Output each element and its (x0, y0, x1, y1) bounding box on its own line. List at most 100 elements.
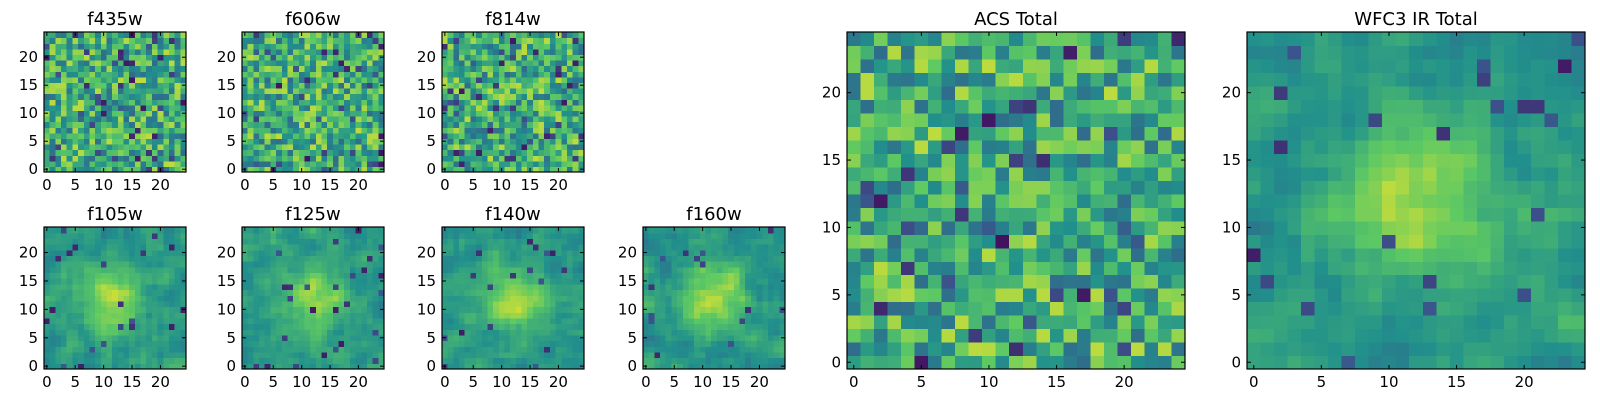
heatmap-cell (129, 37, 136, 44)
heatmap-cell (310, 289, 317, 296)
heatmap-cell (538, 323, 545, 330)
heatmap-cell (55, 351, 62, 359)
heatmap-cell (117, 121, 125, 128)
heatmap-cell (78, 232, 85, 239)
heatmap-cell (1090, 261, 1105, 276)
heatmap-cell (532, 317, 540, 325)
heatmap-cell (510, 278, 517, 285)
heatmap-cell (264, 138, 271, 145)
heatmap-cell (298, 283, 306, 291)
heatmap-cell (157, 82, 164, 89)
heatmap-cell (315, 261, 323, 268)
heatmap-cell (259, 43, 266, 50)
heatmap-cell (247, 155, 254, 162)
heatmap-cell (44, 266, 51, 274)
heatmap-cell (544, 351, 551, 359)
heatmap-cell (442, 351, 449, 359)
heatmap-cell (459, 340, 466, 347)
heatmap-cell (694, 323, 701, 330)
heatmap-cell (61, 76, 68, 83)
heatmap-cell (293, 99, 300, 106)
heatmap-cell (315, 32, 323, 39)
heatmap-cell (739, 283, 746, 291)
heatmap-cell (298, 289, 306, 296)
heatmap-cell (532, 255, 540, 262)
heatmap-cell (493, 144, 500, 151)
heatmap-cell (163, 272, 170, 279)
heatmap-cell (779, 300, 786, 308)
heatmap-cell (344, 127, 351, 134)
heatmap-cell (561, 266, 568, 274)
heatmap-cell (453, 132, 460, 139)
heatmap-cell (464, 82, 471, 89)
heatmap-cell (510, 323, 517, 330)
heatmap-cell (106, 317, 113, 325)
heatmap-cell (293, 54, 300, 61)
heatmap-cell (453, 244, 460, 251)
heatmap-cell (493, 329, 500, 336)
heatmap-cell (310, 227, 317, 234)
heatmap-cell (123, 121, 130, 128)
heatmap-cell (515, 166, 523, 173)
x-tick-label: 15 (122, 373, 141, 391)
heatmap-cell (532, 312, 540, 319)
heatmap-cell (572, 65, 579, 72)
heatmap-cell (168, 334, 176, 342)
heatmap-cell (157, 88, 164, 95)
heatmap-cell (682, 249, 690, 256)
heatmap-cell (242, 255, 249, 262)
heatmap-cell (767, 232, 775, 239)
heatmap-cell (378, 255, 385, 262)
heatmap-cell (242, 43, 249, 50)
heatmap-cell (327, 334, 334, 342)
heatmap-cell (304, 166, 311, 173)
heatmap-cell (327, 48, 334, 55)
heatmap-cell (711, 340, 718, 347)
heatmap-cell (83, 300, 91, 308)
heatmap-cell (106, 110, 113, 117)
heatmap-cell (767, 227, 775, 234)
heatmap-cell (180, 71, 187, 78)
heatmap-cell (532, 249, 540, 256)
heatmap-cell (762, 351, 769, 359)
heatmap-cell (321, 272, 328, 279)
heatmap-cell (453, 127, 460, 134)
heatmap-cell (648, 249, 655, 256)
heatmap-cell (95, 82, 102, 89)
heatmap-cell (694, 244, 701, 251)
heatmap-cell (61, 110, 68, 117)
heatmap-cell (532, 65, 540, 72)
heatmap-cell (739, 340, 746, 347)
heatmap-cell (327, 244, 334, 251)
heatmap-cell (510, 289, 517, 296)
heatmap-cell (157, 295, 164, 302)
heatmap-cell (293, 266, 300, 274)
heatmap-cell (344, 283, 351, 291)
heatmap-cell (532, 127, 540, 134)
heatmap-cell (134, 306, 142, 313)
heatmap-cell (498, 289, 506, 296)
heatmap-cell (532, 295, 540, 302)
x-tick-label: 0 (240, 176, 250, 194)
heatmap-cell (66, 278, 73, 285)
heatmap-cell (83, 43, 91, 50)
heatmap-cell (688, 232, 695, 239)
heatmap-cell (566, 351, 574, 359)
heatmap-cell (366, 88, 374, 95)
heatmap-cell (481, 93, 489, 100)
heatmap-cell (515, 289, 523, 296)
heatmap-cell (847, 301, 862, 316)
heatmap-cell (739, 261, 746, 268)
heatmap-cell (95, 48, 102, 55)
heatmap-cell (168, 138, 176, 145)
heatmap-cell (372, 93, 379, 100)
heatmap-cell (66, 232, 73, 239)
heatmap-cell (660, 289, 667, 296)
heatmap-cell (378, 121, 385, 128)
heatmap-cell (498, 306, 506, 313)
heatmap-cell (504, 317, 511, 325)
heatmap-cell (510, 166, 517, 173)
heatmap-cell (527, 48, 534, 55)
heatmap-cell (566, 329, 574, 336)
heatmap-cell (298, 261, 306, 268)
